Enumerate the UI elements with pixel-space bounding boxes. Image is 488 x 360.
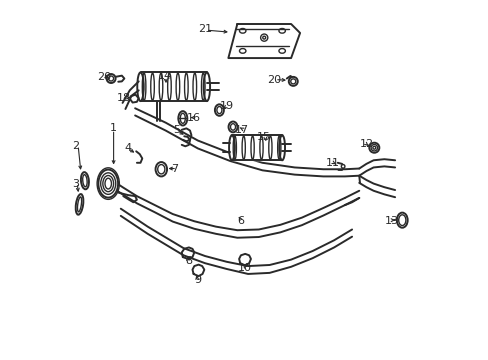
Text: 20: 20 bbox=[97, 72, 111, 82]
Ellipse shape bbox=[290, 79, 295, 84]
Polygon shape bbox=[228, 24, 300, 58]
Ellipse shape bbox=[372, 146, 375, 149]
Ellipse shape bbox=[396, 213, 407, 228]
Text: 18: 18 bbox=[117, 93, 131, 103]
Text: 15: 15 bbox=[257, 132, 271, 142]
Ellipse shape bbox=[106, 74, 115, 83]
Text: 20: 20 bbox=[266, 75, 281, 85]
Ellipse shape bbox=[228, 135, 234, 160]
Ellipse shape bbox=[217, 107, 222, 114]
Ellipse shape bbox=[108, 76, 113, 81]
Text: 8: 8 bbox=[185, 256, 192, 266]
Text: 19: 19 bbox=[219, 102, 233, 112]
Ellipse shape bbox=[341, 165, 344, 168]
Text: 11: 11 bbox=[325, 158, 339, 168]
Ellipse shape bbox=[368, 143, 379, 153]
Ellipse shape bbox=[279, 135, 285, 160]
Text: 6: 6 bbox=[237, 216, 244, 226]
Ellipse shape bbox=[98, 170, 118, 198]
Ellipse shape bbox=[76, 194, 83, 215]
Ellipse shape bbox=[203, 72, 210, 101]
Text: 9: 9 bbox=[194, 275, 201, 285]
Text: 5: 5 bbox=[173, 125, 180, 135]
Text: 14: 14 bbox=[158, 71, 172, 81]
Text: 17: 17 bbox=[234, 125, 248, 135]
Ellipse shape bbox=[230, 124, 235, 130]
Ellipse shape bbox=[178, 111, 187, 126]
Text: 1: 1 bbox=[110, 123, 117, 133]
Text: 7: 7 bbox=[171, 164, 178, 174]
Text: 10: 10 bbox=[237, 263, 251, 273]
Text: 2: 2 bbox=[72, 141, 80, 151]
Ellipse shape bbox=[137, 72, 143, 101]
Ellipse shape bbox=[214, 104, 224, 116]
Text: 13: 13 bbox=[384, 216, 398, 226]
Text: 16: 16 bbox=[186, 113, 200, 123]
Ellipse shape bbox=[228, 122, 237, 132]
Polygon shape bbox=[140, 72, 206, 101]
Polygon shape bbox=[231, 135, 282, 160]
Ellipse shape bbox=[288, 77, 297, 86]
Text: 12: 12 bbox=[359, 139, 373, 149]
Text: 3: 3 bbox=[72, 179, 79, 189]
Text: 21: 21 bbox=[198, 24, 212, 35]
Text: 4: 4 bbox=[124, 143, 131, 153]
Ellipse shape bbox=[155, 162, 167, 176]
Ellipse shape bbox=[180, 113, 185, 123]
Ellipse shape bbox=[81, 172, 89, 189]
Ellipse shape bbox=[262, 36, 265, 39]
